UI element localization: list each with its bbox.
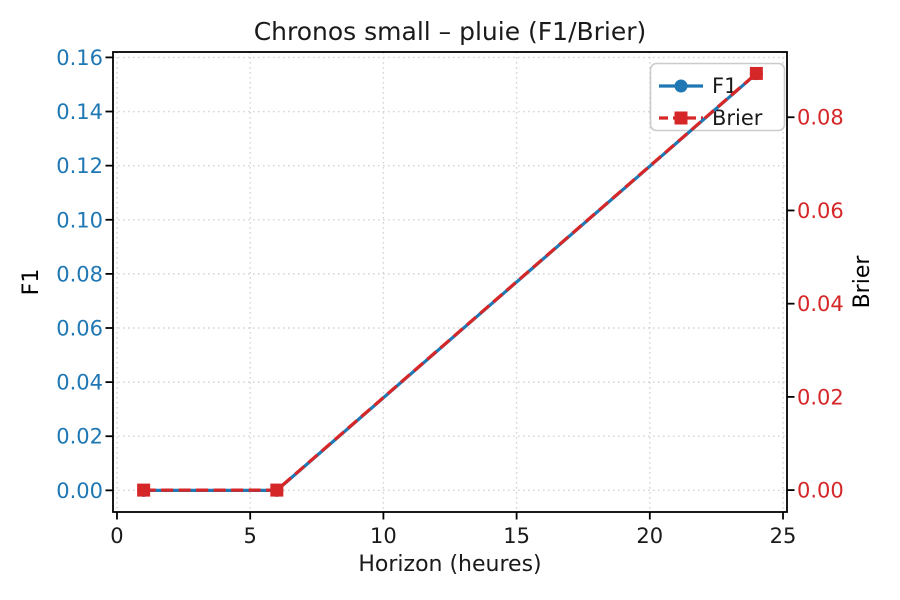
legend-label-brier: Brier bbox=[712, 106, 763, 130]
plot-border bbox=[112, 51, 788, 513]
y-tick-label-left: 0.12 bbox=[56, 154, 103, 178]
legend-f1-marker bbox=[674, 79, 688, 93]
data-series bbox=[137, 66, 763, 497]
x-axis-label: Horizon (heures) bbox=[358, 552, 541, 577]
y-axis-label-right: Brier bbox=[850, 255, 875, 309]
y-tick-label-left: 0.04 bbox=[56, 371, 103, 395]
chart-title: Chronos small – pluie (F1/Brier) bbox=[254, 17, 647, 46]
y-tick-label-left: 0.10 bbox=[56, 208, 103, 232]
axis-tick-labels: 0 5 10 15 20 250.000.020.040.060.080.100.120.… bbox=[56, 46, 844, 548]
x-tick-label: 5 bbox=[244, 524, 257, 548]
x-tick-label: 15 bbox=[503, 524, 530, 548]
y-tick-label-left: 0.02 bbox=[56, 425, 103, 449]
y-axis-label-left: F1 bbox=[19, 269, 44, 296]
x-tick-label: 10 bbox=[370, 524, 397, 548]
x-tick-label: 0 bbox=[110, 524, 123, 548]
y-tick-label-left: 0.14 bbox=[56, 100, 103, 124]
y-tick-label-right: 0.06 bbox=[797, 199, 844, 223]
y-tick-label-left: 0.06 bbox=[56, 317, 103, 341]
data-point-brier bbox=[270, 483, 284, 497]
data-point-brier bbox=[137, 483, 151, 497]
x-tick-label: 20 bbox=[636, 524, 663, 548]
y-tick-label-left: 0.08 bbox=[56, 262, 103, 286]
axis-tick-marks bbox=[105, 56, 795, 520]
y-tick-label-right: 0.00 bbox=[797, 479, 844, 503]
data-point-brier bbox=[749, 66, 763, 80]
y-tick-label-left: 0.00 bbox=[56, 479, 103, 503]
y-tick-label-right: 0.08 bbox=[797, 106, 844, 130]
y-tick-label-right: 0.04 bbox=[797, 292, 844, 316]
x-tick-label: 25 bbox=[770, 524, 797, 548]
legend-brier-marker bbox=[674, 111, 688, 125]
y-tick-label-right: 0.02 bbox=[797, 385, 844, 409]
legend: F1 Brier bbox=[649, 62, 786, 132]
y-tick-label-left: 0.16 bbox=[56, 46, 103, 70]
